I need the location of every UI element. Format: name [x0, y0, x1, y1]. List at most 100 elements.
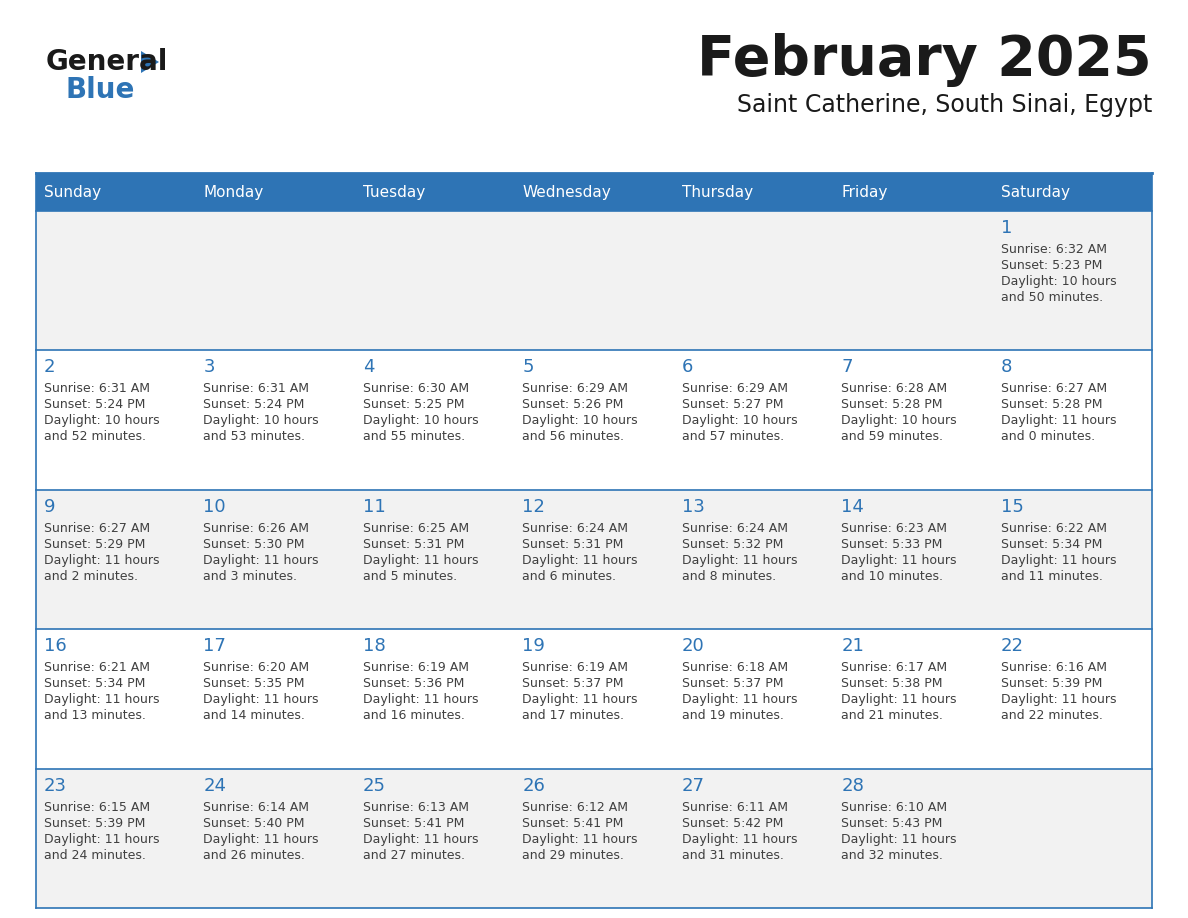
Text: Sunset: 5:41 PM: Sunset: 5:41 PM: [362, 817, 465, 830]
Text: 19: 19: [523, 637, 545, 655]
Text: Sunrise: 6:27 AM: Sunrise: 6:27 AM: [1000, 383, 1107, 396]
Text: Sunset: 5:31 PM: Sunset: 5:31 PM: [523, 538, 624, 551]
Text: and 0 minutes.: and 0 minutes.: [1000, 431, 1094, 443]
Bar: [833, 629, 992, 768]
Text: Daylight: 10 hours: Daylight: 10 hours: [44, 414, 159, 428]
Text: 11: 11: [362, 498, 386, 516]
Text: Sunset: 5:41 PM: Sunset: 5:41 PM: [523, 817, 624, 830]
Text: 23: 23: [44, 777, 67, 795]
Bar: [992, 173, 1152, 211]
Text: 4: 4: [362, 358, 374, 376]
Bar: [674, 173, 833, 211]
Bar: [992, 768, 1152, 908]
Text: Sunset: 5:25 PM: Sunset: 5:25 PM: [362, 398, 465, 411]
Text: 15: 15: [1000, 498, 1023, 516]
Text: 18: 18: [362, 637, 386, 655]
Text: and 6 minutes.: and 6 minutes.: [523, 570, 617, 583]
Bar: [514, 351, 674, 490]
Bar: [355, 768, 514, 908]
Text: Sunrise: 6:26 AM: Sunrise: 6:26 AM: [203, 521, 309, 535]
Text: Saturday: Saturday: [1000, 185, 1069, 199]
Text: and 13 minutes.: and 13 minutes.: [44, 710, 146, 722]
Text: and 5 minutes.: and 5 minutes.: [362, 570, 457, 583]
Text: Sunrise: 6:10 AM: Sunrise: 6:10 AM: [841, 800, 947, 813]
Text: and 55 minutes.: and 55 minutes.: [362, 431, 465, 443]
Text: Sunrise: 6:30 AM: Sunrise: 6:30 AM: [362, 383, 469, 396]
Bar: [36, 490, 196, 629]
Text: Daylight: 11 hours: Daylight: 11 hours: [203, 554, 318, 566]
Bar: [196, 629, 355, 768]
Text: Sunset: 5:34 PM: Sunset: 5:34 PM: [1000, 538, 1102, 551]
Bar: [196, 768, 355, 908]
Bar: [833, 351, 992, 490]
Text: 12: 12: [523, 498, 545, 516]
Text: Daylight: 11 hours: Daylight: 11 hours: [203, 833, 318, 845]
Text: Sunset: 5:36 PM: Sunset: 5:36 PM: [362, 677, 465, 690]
Bar: [196, 490, 355, 629]
Text: and 21 minutes.: and 21 minutes.: [841, 710, 943, 722]
Text: and 56 minutes.: and 56 minutes.: [523, 431, 624, 443]
Text: and 22 minutes.: and 22 minutes.: [1000, 710, 1102, 722]
Text: Daylight: 11 hours: Daylight: 11 hours: [1000, 414, 1116, 428]
Text: Sunday: Sunday: [44, 185, 101, 199]
Text: Sunrise: 6:29 AM: Sunrise: 6:29 AM: [682, 383, 788, 396]
Bar: [674, 211, 833, 351]
Text: Daylight: 11 hours: Daylight: 11 hours: [44, 693, 159, 706]
Text: Daylight: 10 hours: Daylight: 10 hours: [1000, 275, 1117, 288]
Bar: [36, 211, 196, 351]
Text: February 2025: February 2025: [697, 33, 1152, 87]
Text: 16: 16: [44, 637, 67, 655]
Text: Sunrise: 6:11 AM: Sunrise: 6:11 AM: [682, 800, 788, 813]
Text: Sunset: 5:27 PM: Sunset: 5:27 PM: [682, 398, 783, 411]
Text: Sunset: 5:35 PM: Sunset: 5:35 PM: [203, 677, 305, 690]
Text: Daylight: 10 hours: Daylight: 10 hours: [523, 414, 638, 428]
Text: Sunset: 5:28 PM: Sunset: 5:28 PM: [841, 398, 942, 411]
Text: and 57 minutes.: and 57 minutes.: [682, 431, 784, 443]
Text: Blue: Blue: [67, 76, 135, 104]
Bar: [674, 629, 833, 768]
Bar: [355, 351, 514, 490]
Text: Daylight: 11 hours: Daylight: 11 hours: [362, 554, 479, 566]
Bar: [833, 768, 992, 908]
Bar: [674, 351, 833, 490]
Text: Sunrise: 6:19 AM: Sunrise: 6:19 AM: [523, 661, 628, 674]
Text: Daylight: 10 hours: Daylight: 10 hours: [682, 414, 797, 428]
Text: Daylight: 11 hours: Daylight: 11 hours: [682, 554, 797, 566]
Text: Sunset: 5:42 PM: Sunset: 5:42 PM: [682, 817, 783, 830]
Text: 8: 8: [1000, 358, 1012, 376]
Text: Thursday: Thursday: [682, 185, 753, 199]
Text: Sunrise: 6:18 AM: Sunrise: 6:18 AM: [682, 661, 788, 674]
Text: Sunset: 5:24 PM: Sunset: 5:24 PM: [203, 398, 305, 411]
Bar: [196, 173, 355, 211]
Text: 13: 13: [682, 498, 704, 516]
Bar: [674, 768, 833, 908]
Text: Tuesday: Tuesday: [362, 185, 425, 199]
Text: and 8 minutes.: and 8 minutes.: [682, 570, 776, 583]
Text: Daylight: 11 hours: Daylight: 11 hours: [362, 833, 479, 845]
Text: Sunset: 5:31 PM: Sunset: 5:31 PM: [362, 538, 465, 551]
Bar: [36, 768, 196, 908]
Text: and 10 minutes.: and 10 minutes.: [841, 570, 943, 583]
Text: Daylight: 10 hours: Daylight: 10 hours: [841, 414, 956, 428]
Bar: [196, 351, 355, 490]
Text: Sunset: 5:28 PM: Sunset: 5:28 PM: [1000, 398, 1102, 411]
Text: 22: 22: [1000, 637, 1024, 655]
Text: and 14 minutes.: and 14 minutes.: [203, 710, 305, 722]
Text: Sunrise: 6:22 AM: Sunrise: 6:22 AM: [1000, 521, 1106, 535]
Bar: [514, 768, 674, 908]
Text: Sunset: 5:38 PM: Sunset: 5:38 PM: [841, 677, 942, 690]
Text: and 59 minutes.: and 59 minutes.: [841, 431, 943, 443]
Text: Daylight: 10 hours: Daylight: 10 hours: [203, 414, 320, 428]
Text: and 50 minutes.: and 50 minutes.: [1000, 291, 1102, 304]
Bar: [992, 351, 1152, 490]
Text: Sunset: 5:24 PM: Sunset: 5:24 PM: [44, 398, 145, 411]
Bar: [355, 211, 514, 351]
Text: Daylight: 11 hours: Daylight: 11 hours: [523, 554, 638, 566]
Text: 5: 5: [523, 358, 533, 376]
Text: Daylight: 11 hours: Daylight: 11 hours: [523, 833, 638, 845]
Text: 10: 10: [203, 498, 226, 516]
Bar: [992, 629, 1152, 768]
Text: Daylight: 11 hours: Daylight: 11 hours: [1000, 693, 1116, 706]
Text: Sunrise: 6:17 AM: Sunrise: 6:17 AM: [841, 661, 947, 674]
Text: and 19 minutes.: and 19 minutes.: [682, 710, 784, 722]
